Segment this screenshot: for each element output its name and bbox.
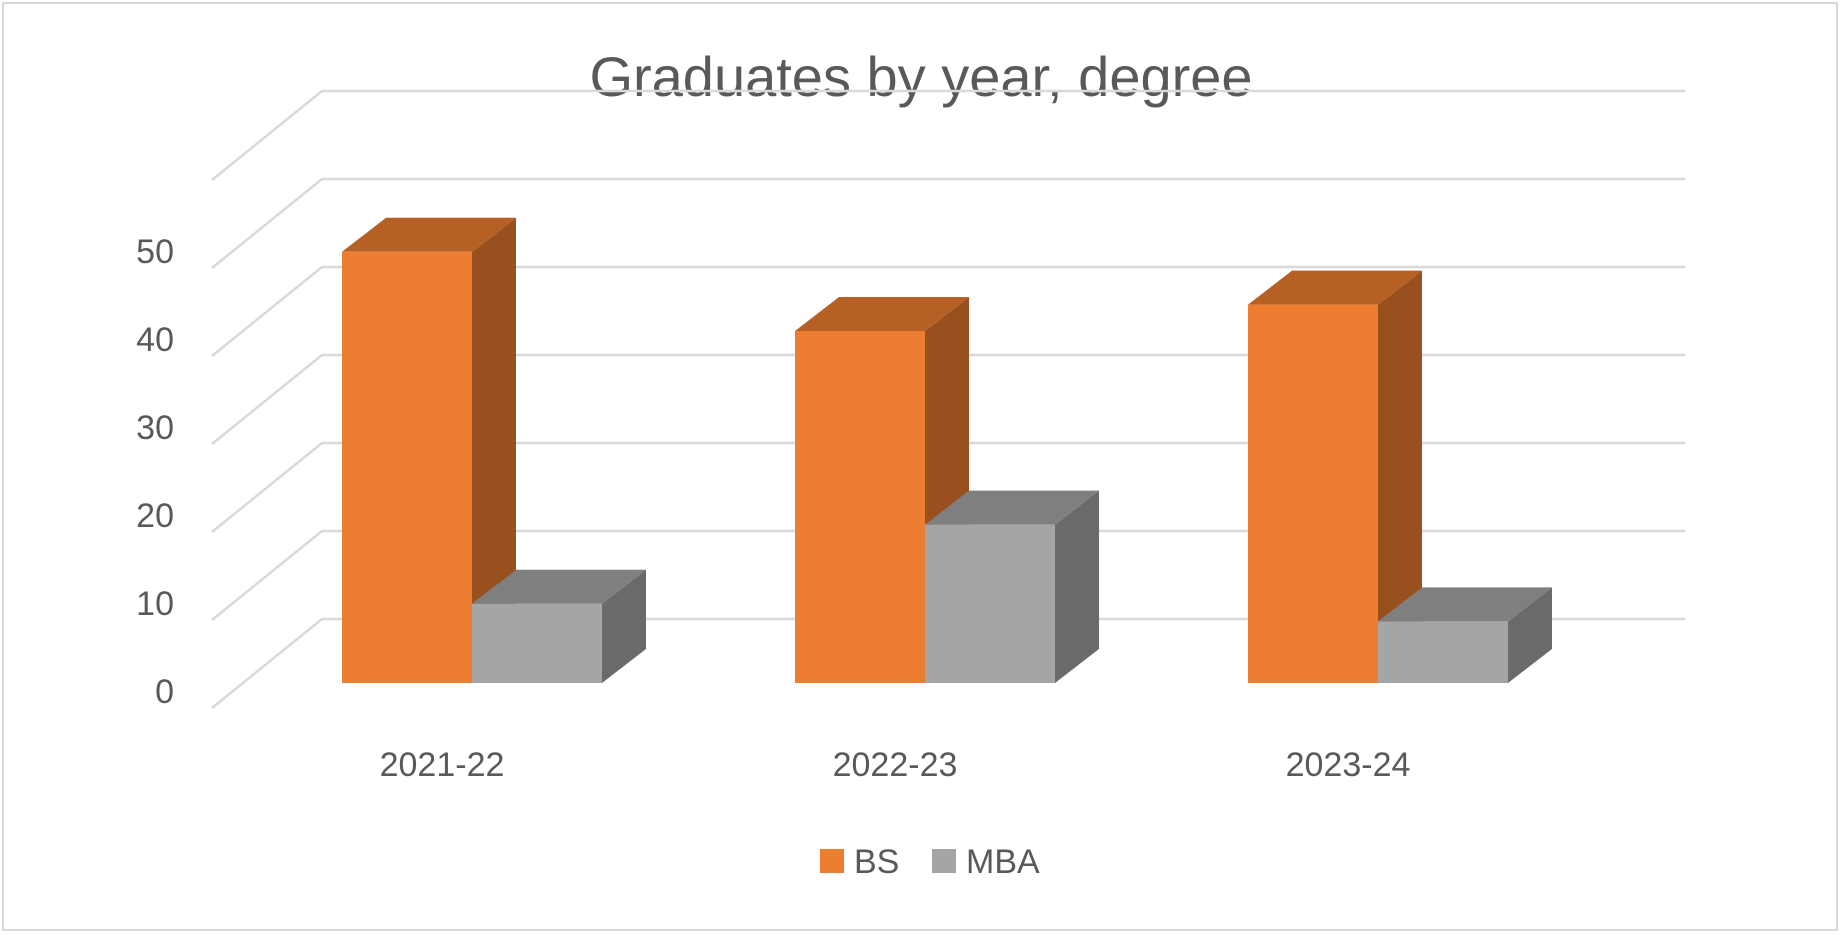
bar-mba-2021-22	[472, 569, 646, 683]
gridline-diagonal	[211, 266, 323, 357]
gridline-diagonal	[211, 354, 323, 445]
bar-front-face	[342, 251, 472, 684]
bar-front-face	[1378, 621, 1508, 683]
bar-front-face	[925, 524, 1055, 683]
bar-mba-2022-23	[925, 490, 1099, 683]
bar-top-face	[472, 569, 646, 604]
gridline-diagonal	[211, 178, 323, 269]
bar-top-face	[1378, 587, 1552, 622]
bar-bs-2023-24	[1248, 270, 1422, 683]
gridline-diagonal	[211, 530, 323, 621]
legend-swatch-bs	[820, 849, 844, 873]
bar-top-face	[342, 217, 516, 252]
y-tick-label: 30	[136, 409, 174, 447]
bar-side-face	[472, 217, 516, 684]
bar-front-face	[472, 603, 602, 683]
bar-mba-2023-24	[1378, 587, 1552, 683]
legend-swatch-mba	[932, 849, 956, 873]
bar-side-face	[602, 569, 646, 683]
y-tick-label: 10	[136, 585, 174, 623]
gridline-diagonal	[211, 442, 323, 533]
bar-top-face	[795, 297, 969, 331]
x-category-label: 2021-22	[380, 746, 505, 784]
gridline-diagonal	[211, 618, 323, 709]
x-axis-categories: 2021-22 2022-23 2023-24	[380, 746, 1411, 784]
y-tick-label: 0	[155, 673, 174, 711]
bar-bs-2021-22	[342, 217, 516, 684]
bar-front-face	[795, 331, 925, 683]
bars	[342, 217, 1552, 684]
x-category-label: 2023-24	[1286, 746, 1411, 784]
bar-top-face	[1248, 270, 1422, 305]
y-tick-label: 20	[136, 497, 174, 535]
y-axis-ticks: 0 10 20 30 40 50	[136, 233, 174, 711]
bar-side-face	[1508, 587, 1552, 683]
y-tick-label: 40	[136, 321, 174, 359]
bar-top-face	[925, 490, 1099, 525]
bar-side-face	[1378, 270, 1422, 683]
chart-title: Graduates by year, degree	[589, 45, 1252, 108]
bar-front-face	[1248, 304, 1378, 683]
x-category-label: 2022-23	[833, 746, 958, 784]
gridline-diagonal	[211, 90, 323, 181]
legend: BS MBA	[820, 843, 1040, 881]
y-tick-label: 50	[136, 233, 174, 271]
legend-label-bs: BS	[854, 843, 899, 881]
bar-side-face	[1055, 490, 1099, 683]
legend-label-mba: MBA	[966, 843, 1040, 881]
